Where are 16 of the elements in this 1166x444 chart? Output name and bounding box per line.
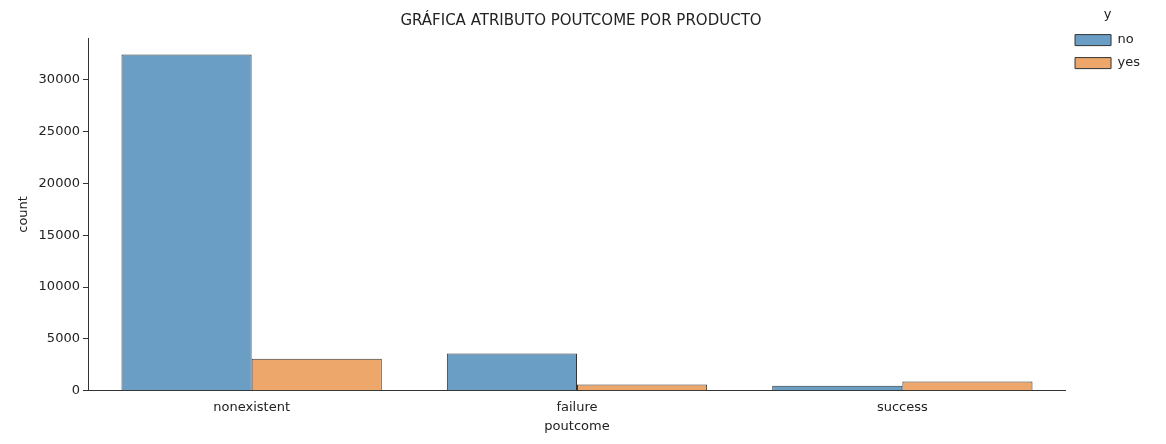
y-tick-label: 0: [71, 382, 80, 398]
y-tick-label: 30000: [38, 70, 80, 86]
y-tick-label: 25000: [38, 122, 80, 138]
x-tick-label: failure: [556, 398, 598, 414]
y-tick-label: 15000: [38, 226, 80, 242]
legend-label: no: [1117, 31, 1134, 47]
legend-title: y: [1103, 5, 1112, 21]
chart-title: GRÁFICA ATRIBUTO POUTCOME POR PRODUCTO: [400, 9, 762, 29]
x-axis-title: poutcome: [544, 417, 610, 433]
legend-label: yes: [1117, 54, 1141, 70]
y-tick-label: 20000: [38, 174, 80, 190]
x-tick-label: success: [876, 398, 928, 414]
y-tick-label: 10000: [38, 278, 80, 294]
y-tick-label: 5000: [46, 330, 80, 346]
x-tick-label: nonexistent: [213, 398, 290, 414]
y-axis-title: count: [15, 196, 31, 233]
